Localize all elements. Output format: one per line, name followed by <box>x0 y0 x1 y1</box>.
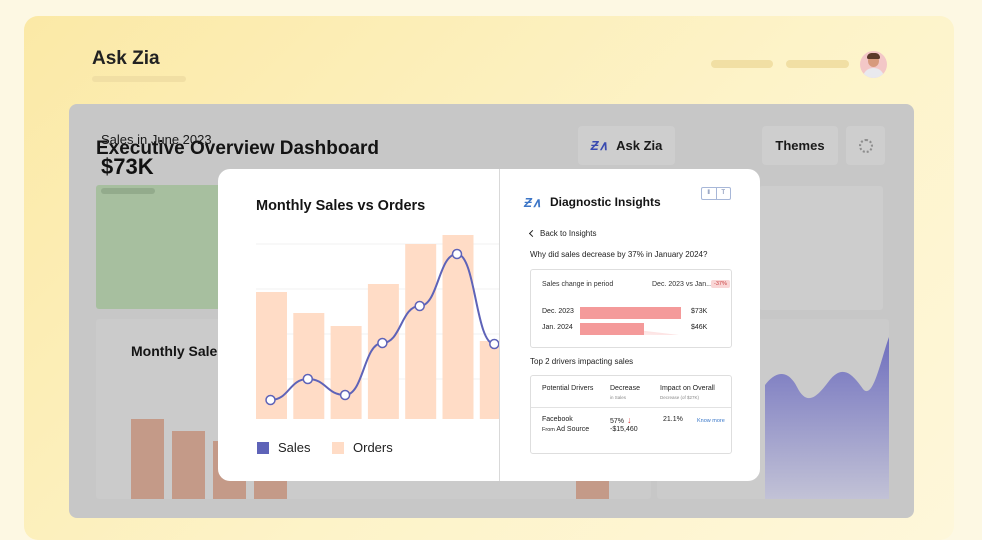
drivers-title: Top 2 drivers impacting sales <box>530 357 634 366</box>
themes-label: Themes <box>775 138 825 153</box>
kpi-label: Sales in June 2023 <box>101 132 212 147</box>
title-underline <box>92 76 186 82</box>
orders-bar <box>330 326 362 419</box>
right-panel-card <box>759 186 883 310</box>
legend-label-sales: Sales <box>278 440 311 455</box>
combo-chart <box>256 235 500 419</box>
decrease-amount: -$15,460 <box>610 426 638 433</box>
kpi-value: $73K <box>101 154 154 179</box>
sales-point[interactable] <box>339 389 351 401</box>
sales-point[interactable] <box>302 373 314 385</box>
period-range-select[interactable]: Dec. 2023 vs Jan... <box>652 281 712 288</box>
legend-label-orders: Orders <box>353 440 393 455</box>
table-subheader: in Sales <box>610 395 627 400</box>
sales-point[interactable] <box>489 338 500 350</box>
legend-swatch-sales <box>257 441 269 454</box>
avatar-body <box>863 68 884 78</box>
period-row-label: Jan. 2024 <box>542 324 573 331</box>
header-placeholder-pill <box>786 60 849 68</box>
period-bar-jan <box>580 323 644 335</box>
gear-icon <box>858 138 873 153</box>
modal-divider <box>499 169 500 481</box>
background-bar <box>172 431 205 499</box>
sales-change-card: Sales change in period Dec. 2023 vs Jan.… <box>530 269 732 348</box>
avatar-hair <box>867 53 880 59</box>
change-badge: -37% <box>711 280 730 288</box>
orders-bar <box>405 244 437 419</box>
zia-logo-icon: Ƶ∧ <box>590 137 609 153</box>
insights-modal: Monthly Sales vs Orders Sales Orders Ƶ∧ … <box>218 169 760 481</box>
sales-point[interactable] <box>414 300 425 312</box>
chevron-left-icon <box>528 229 537 238</box>
view-toggle[interactable]: ⫴ T <box>701 187 731 200</box>
sales-point[interactable] <box>377 337 388 349</box>
table-header: Impact on Overall <box>660 385 715 392</box>
table-divider <box>531 407 731 408</box>
back-to-insights-link[interactable]: Back to Insights <box>528 229 597 238</box>
legend-orders: Orders <box>332 440 393 455</box>
zia-logo-icon: Ƶ∧ <box>524 195 542 210</box>
sales-point[interactable] <box>451 248 463 260</box>
drivers-table: Potential Drivers Decrease in Sales Impa… <box>530 375 732 454</box>
period-row-label: Dec. 2023 <box>542 308 574 315</box>
kpi-placeholder-bar <box>101 188 155 194</box>
legend-sales: Sales <box>257 440 311 455</box>
driver-source-name: Ad Source <box>556 426 590 433</box>
driver-source: From Ad Source <box>542 426 589 433</box>
table-subheader: Decrease (of $27K) <box>660 395 700 400</box>
background-bar <box>131 419 164 499</box>
area-chart-shape <box>765 337 889 499</box>
ask-zia-label: Ask Zia <box>616 138 663 153</box>
orders-bar <box>367 284 399 419</box>
orders-bar <box>293 313 325 419</box>
table-header: Potential Drivers <box>542 385 594 392</box>
period-label: Sales change in period <box>542 281 614 288</box>
text-view-icon[interactable]: T <box>715 188 731 199</box>
settings-button[interactable] <box>846 126 885 165</box>
period-bar-dec <box>580 307 681 319</box>
period-row-value: $46K <box>691 324 708 331</box>
legend-swatch-orders <box>332 441 344 454</box>
dashboard-title: Executive Overview Dashboard <box>96 138 380 159</box>
know-more-link[interactable]: Know more <box>697 418 725 424</box>
orders-bar <box>479 341 500 419</box>
orders-bar <box>442 235 474 419</box>
down-arrow-icon: ↓ <box>627 415 632 425</box>
avatar-head <box>868 55 879 67</box>
app-title: Ask Zia <box>92 48 160 69</box>
themes-button[interactable]: Themes <box>762 126 838 165</box>
driver-source-prefix: From <box>542 427 555 433</box>
back-label: Back to Insights <box>540 229 597 238</box>
period-row-value: $73K <box>691 308 708 315</box>
insights-title: Diagnostic Insights <box>550 195 661 209</box>
insight-question: Why did sales decrease by 37% in January… <box>530 250 708 259</box>
decrease-pct-value: 57% <box>610 418 625 425</box>
chart-title: Monthly Sales vs Orders <box>256 198 426 214</box>
driver-name: Facebook <box>542 416 573 423</box>
ask-zia-button[interactable]: Ƶ∧ Ask Zia <box>578 126 675 165</box>
chart-view-icon[interactable]: ⫴ <box>707 190 711 196</box>
sales-point[interactable] <box>265 394 276 406</box>
header-placeholder-pill <box>711 60 773 68</box>
avatar[interactable] <box>860 51 887 78</box>
impact-value: 21.1% <box>663 416 683 423</box>
table-header: Decrease <box>610 385 640 392</box>
decrease-pct: 57% ↓ <box>610 415 632 425</box>
